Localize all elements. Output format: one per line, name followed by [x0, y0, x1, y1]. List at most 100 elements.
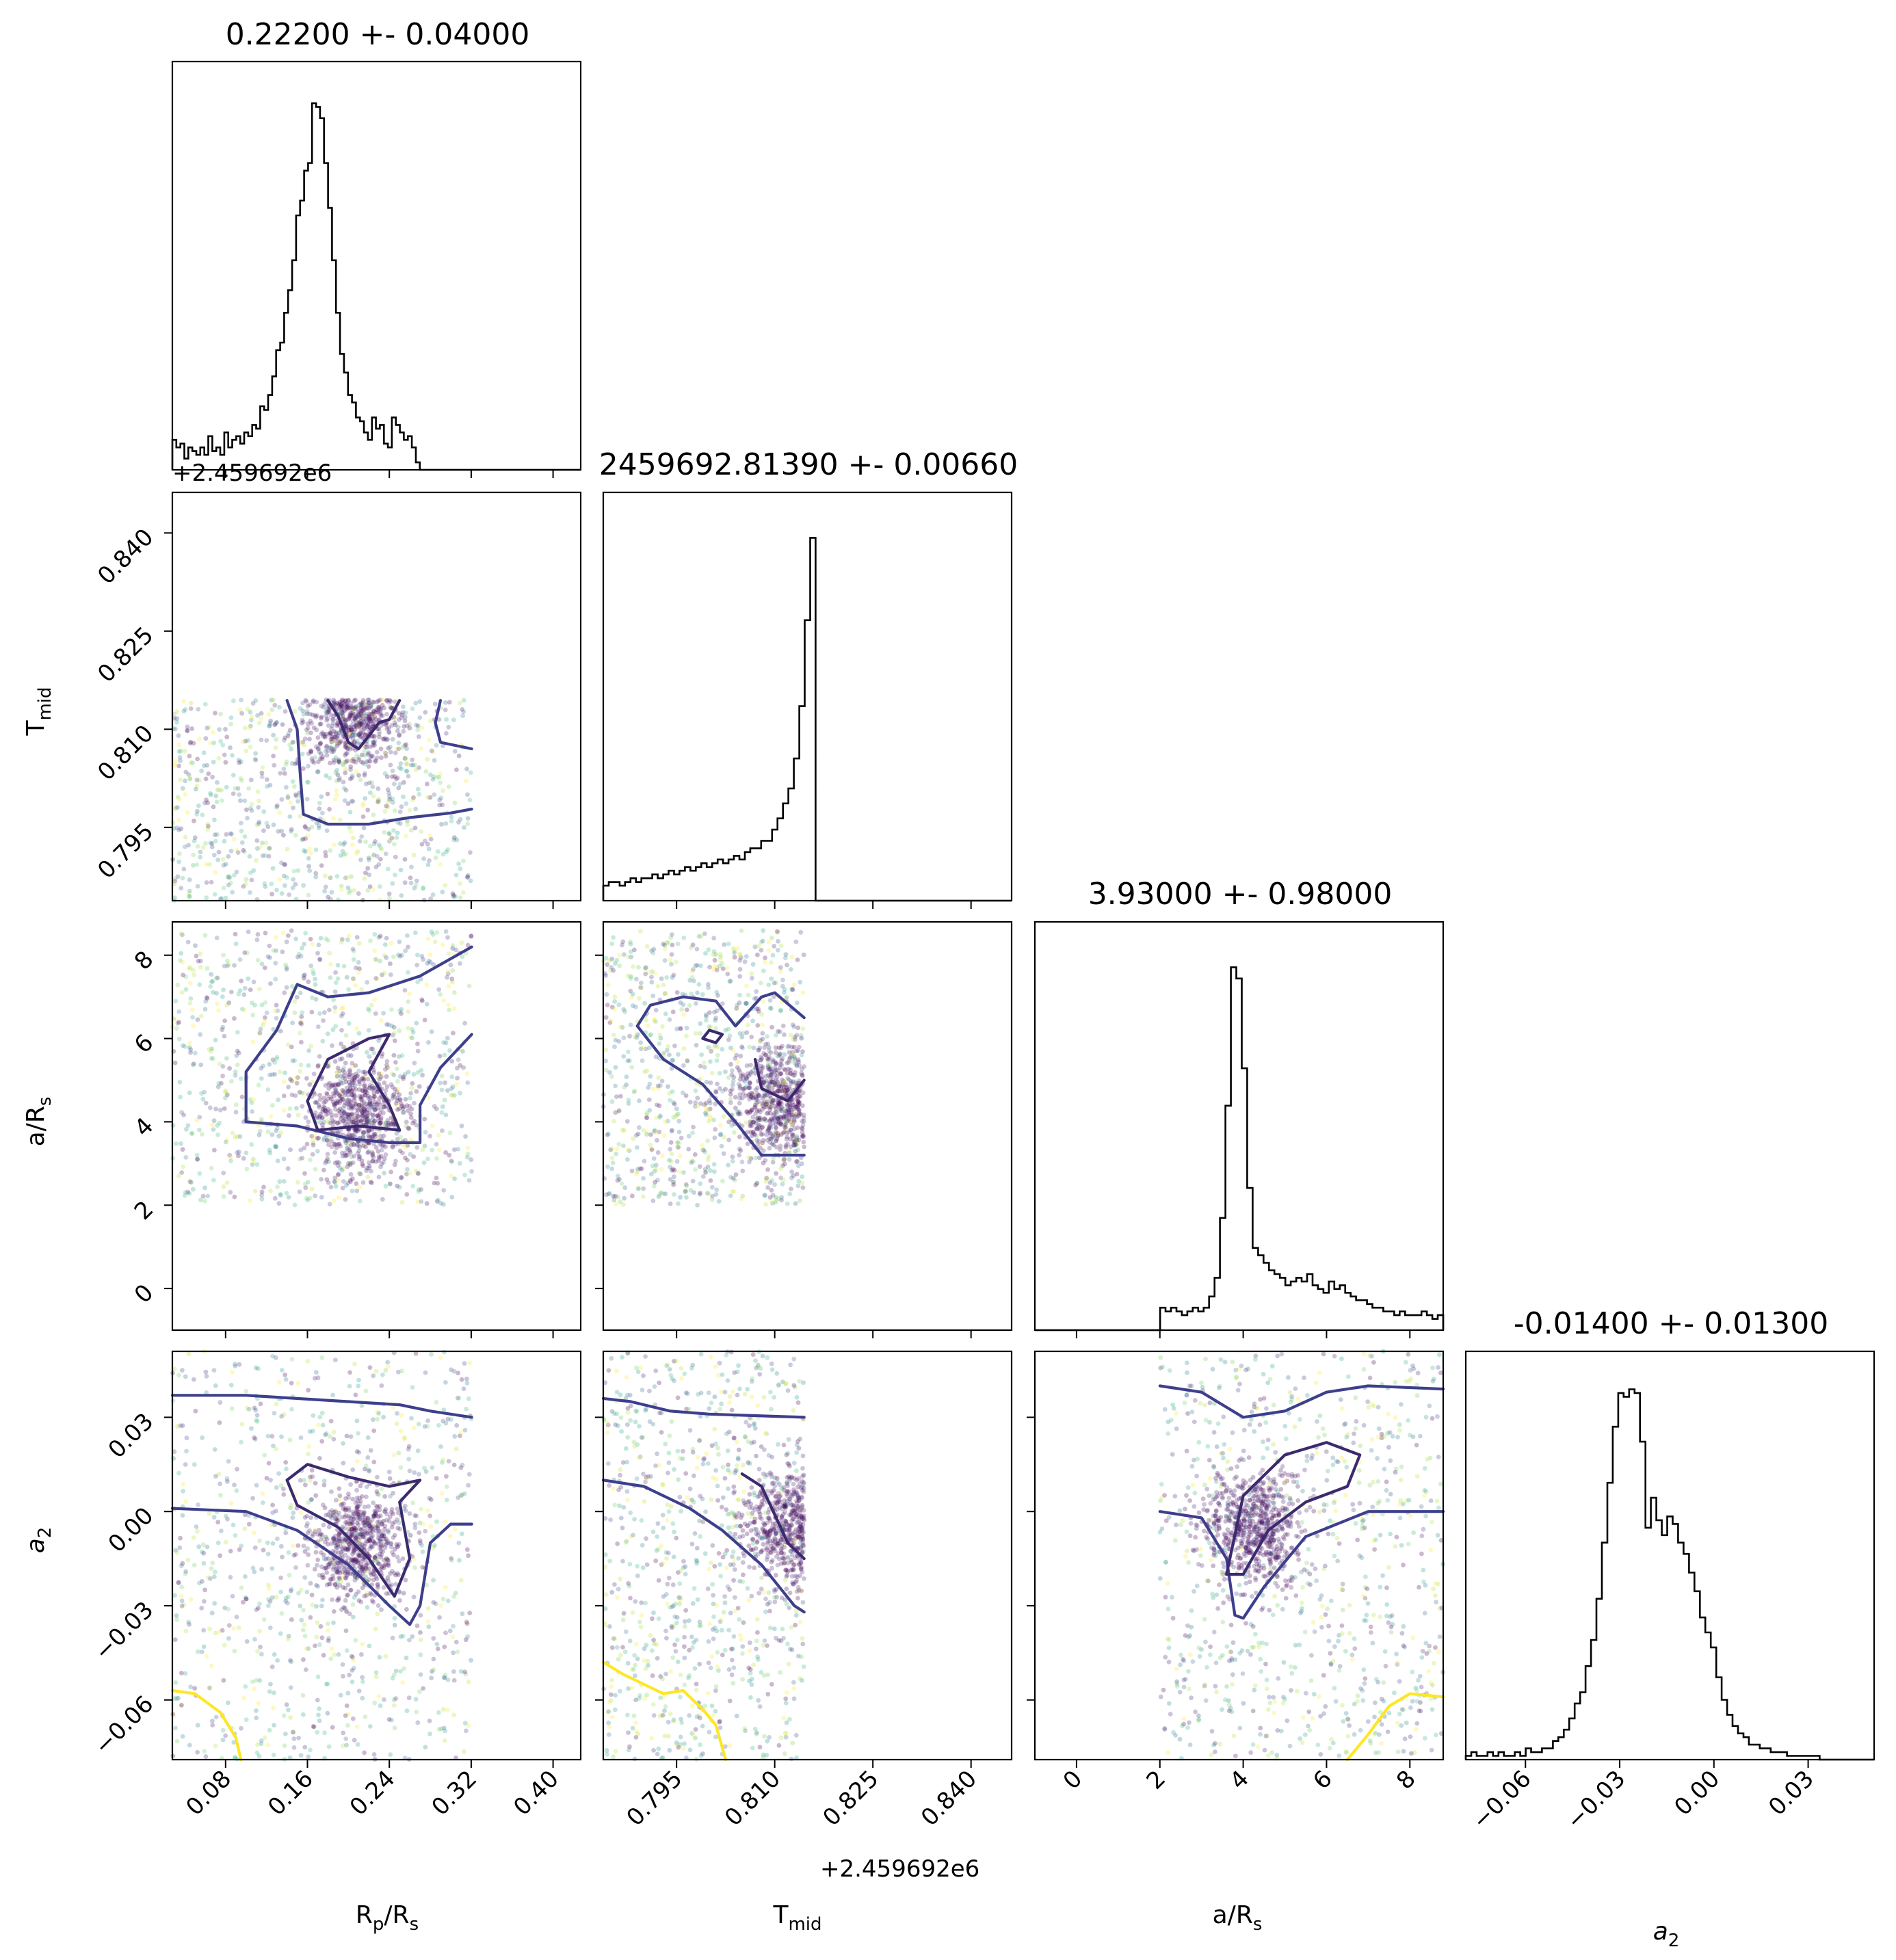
scatter-point-tmid-ars	[670, 942, 675, 948]
scatter-point-tmid-ars	[728, 1092, 733, 1097]
scatter-point-rp-tmid	[328, 848, 333, 853]
scatter-point-rp-tmid	[334, 736, 340, 741]
scatter-point-tmid-ars	[616, 1174, 620, 1179]
scatter-point-rp-ars	[187, 1041, 193, 1046]
scatter-point-rp-a2	[308, 1615, 313, 1620]
scatter-point-rp-tmid	[345, 875, 351, 880]
scatter-point-rp-a2	[228, 1548, 233, 1554]
scatter-point-rp-ars	[191, 1187, 196, 1192]
scatter-point-rp-tmid	[343, 851, 349, 857]
scatter-point-rp-ars	[350, 1160, 356, 1165]
scatter-point-tmid-ars	[674, 1027, 680, 1032]
scatter-point-tmid-ars	[739, 928, 744, 933]
scatter-point-rp-tmid	[347, 810, 353, 815]
scatter-point-tmid-ars	[774, 1125, 779, 1130]
scatter-point-tmid-ars	[641, 1045, 646, 1050]
scatter-point-rp-tmid	[319, 794, 324, 799]
scatter-point-rp-tmid	[190, 760, 195, 765]
scatter-point-rp-tmid	[298, 814, 302, 819]
scatter-point-tmid-ars	[801, 1134, 806, 1139]
scatter-point-rp-tmid	[183, 748, 187, 754]
scatter-point-rp-ars	[351, 1076, 356, 1081]
scatter-point-rp-ars	[407, 991, 412, 996]
scatter-point-rp-ars	[277, 1069, 282, 1074]
scatter-point-rp-ars	[451, 1031, 456, 1035]
scatter-point-rp-ars	[188, 1047, 194, 1052]
scatter-point-rp-tmid	[176, 827, 181, 832]
scatter-point-rp-tmid	[414, 878, 419, 884]
scatter-point-rp-ars	[420, 998, 425, 1003]
scatter-point-rp-tmid	[432, 758, 437, 763]
scatter-point-tmid-ars	[765, 1042, 771, 1046]
scatter-point-rp-ars	[356, 1031, 362, 1036]
scatter-point-rp-tmid	[376, 704, 382, 710]
scatter-point-rp-tmid	[449, 819, 454, 824]
scatter-point-tmid-ars	[765, 1167, 770, 1172]
scatter-point-rp-a2	[228, 1500, 234, 1506]
scatter-point-rp-a2	[404, 1655, 409, 1660]
scatter-point-rp-tmid	[417, 791, 422, 797]
scatter-point-tmid-ars	[766, 982, 772, 988]
scatter-point-rp-ars	[354, 965, 358, 970]
scatter-point-rp-tmid	[366, 856, 371, 860]
scatter-point-rp-ars	[415, 952, 420, 957]
scatter-point-rp-tmid	[346, 716, 352, 721]
scatter-point-rp-ars	[391, 1024, 397, 1030]
scatter-point-tmid-ars	[663, 1120, 668, 1125]
scatter-point-rp-ars	[371, 1120, 376, 1126]
scatter-point-rp-tmid	[370, 715, 376, 721]
scatter-point-rp-tmid	[263, 853, 268, 858]
scatter-point-rp-tmid	[187, 894, 192, 899]
scatter-point-rp-tmid	[363, 701, 368, 706]
scatter-point-rp-tmid	[345, 702, 351, 708]
scatter-point-tmid-ars	[800, 990, 806, 995]
scatter-point-tmid-ars	[740, 1193, 746, 1199]
scatter-point-tmid-ars	[732, 955, 737, 960]
scatter-point-rp-ars	[340, 1011, 345, 1016]
scatter-point-rp-ars	[409, 1107, 414, 1112]
scatter-point-rp-tmid	[354, 713, 358, 719]
scatter-point-rp-ars	[208, 984, 213, 989]
scatter-point-rp-tmid	[410, 757, 415, 763]
scatter-point-rp-tmid	[354, 714, 360, 719]
scatter-point-rp-tmid	[340, 697, 345, 702]
scatter-point-rp-ars	[258, 1027, 263, 1032]
scatter-point-tmid-ars	[750, 1018, 755, 1024]
scatter-point-rp-tmid	[304, 727, 309, 732]
scatter-point-rp-ars	[403, 1145, 408, 1150]
scatter-point-rp-tmid	[350, 719, 356, 724]
scatter-point-rp-ars	[332, 989, 338, 994]
scatter-point-rp-ars	[326, 1120, 332, 1125]
scatter-point-rp-tmid	[452, 835, 457, 840]
scatter-point-rp-tmid	[325, 706, 330, 711]
scatter-point-rp-ars	[445, 968, 451, 974]
scatter-point-tmid-ars	[668, 935, 674, 940]
scatter-point-tmid-ars	[780, 1023, 786, 1029]
scatter-point-rp-tmid	[362, 726, 367, 731]
scatter-point-rp-ars	[399, 1101, 404, 1107]
scatter-point-rp-ars	[335, 976, 341, 981]
scatter-point-rp-ars	[445, 935, 450, 940]
scatter-point-tmid-ars	[659, 1167, 664, 1172]
scatter-point-rp-ars	[395, 1107, 400, 1112]
scatter-point-rp-tmid	[302, 824, 308, 829]
scatter-point-rp-ars	[174, 1141, 179, 1146]
scatter-point-rp-tmid	[242, 849, 247, 854]
scatter-point-rp-tmid	[187, 891, 192, 896]
scatter-point-rp-ars	[267, 943, 272, 949]
scatter-point-tmid-ars	[779, 1197, 784, 1203]
scatter-point-rp-tmid	[356, 773, 361, 778]
scatter-point-rp-ars	[350, 1189, 355, 1193]
scatter-point-rp-ars	[339, 1042, 343, 1046]
scatter-point-tmid-ars	[694, 946, 700, 952]
scatter-point-rp-ars	[408, 1115, 414, 1120]
scatter-point-rp-ars	[326, 1142, 331, 1148]
scatter-point-rp-tmid	[350, 732, 356, 737]
scatter-point-rp-ars	[397, 1106, 402, 1111]
scatter-point-rp-ars	[221, 1170, 226, 1176]
scatter-point-rp-tmid	[189, 726, 194, 731]
scatter-point-rp-tmid	[430, 777, 436, 782]
scatter-point-rp-a2	[464, 1619, 469, 1625]
scatter-point-rp-ars	[220, 994, 225, 999]
scatter-point-rp-ars	[239, 1007, 245, 1011]
